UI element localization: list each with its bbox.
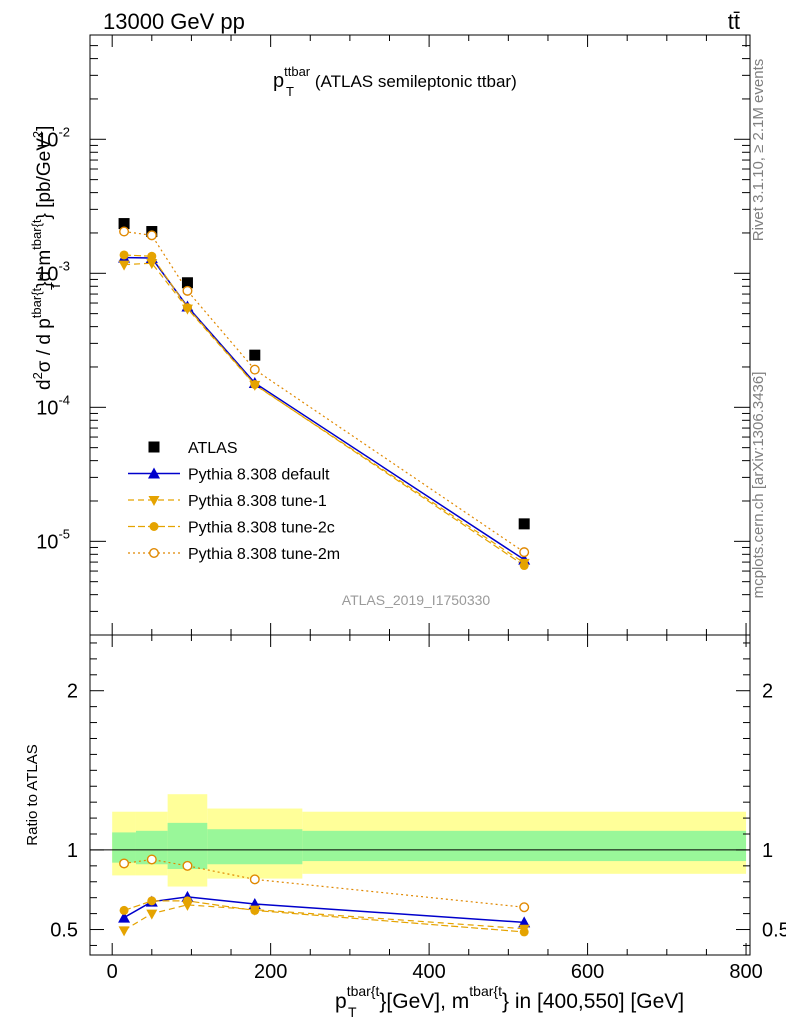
ratio-series-layer (118, 854, 531, 937)
legend-label-tune1: Pythia 8.308 tune-1 (188, 493, 327, 510)
inner-uncertainty-band (302, 830, 747, 862)
main-point-atlas (518, 518, 530, 530)
ratio-point-tune2c (519, 927, 529, 937)
ratio-point-tune2m (249, 874, 260, 885)
main-point-atlas (249, 349, 261, 361)
main-line-tune2m (123, 230, 525, 553)
ratio-y-tick-label-left: 0.5 (50, 920, 78, 942)
main-point-tune1 (118, 260, 130, 271)
main-y-axis-label-subscript: T (48, 282, 63, 290)
x-tick-label: 400 (412, 961, 445, 983)
inner-uncertainty-band (207, 829, 303, 865)
legend-marker-default (148, 467, 160, 479)
ratio-y-axis-label: Ratio to ATLAS (24, 744, 41, 845)
ratio-point-tune1 (118, 926, 130, 937)
ratio-point-tune1 (146, 909, 158, 920)
ratio-point-tune2c (250, 905, 260, 915)
ratio-point-tune2m (182, 860, 193, 871)
main-y-tick-label: 10-5 (36, 526, 70, 553)
x-tick-label: 800 (729, 961, 762, 983)
plot-title-subscript: T (286, 84, 294, 99)
main-point-tune2m (119, 226, 130, 237)
main-y-tick-base: 10 (36, 263, 58, 285)
legend-marker-atlas (148, 441, 160, 453)
plot-title-main: p (273, 70, 284, 92)
ratio-point-default (118, 911, 131, 923)
main-point-atlas (118, 218, 130, 230)
main-point-tune1 (146, 259, 158, 270)
collision-energy-label: 13000 GeV pp (103, 9, 245, 34)
ratio-point-tune2c (119, 905, 129, 915)
main-panel: 10-510-410-310-2 pttbar (ATLAS semilepto… (29, 34, 751, 636)
main-point-tune2c (147, 251, 157, 261)
plot-title: pttbar (ATLAS semileptonic ttbar) (273, 64, 517, 92)
main-y-tick-base: 10 (36, 531, 58, 553)
main-y-tick-exponent: -5 (58, 526, 70, 541)
main-y-tick-labels: 10-510-410-310-2 (36, 124, 70, 553)
main-series-layer (118, 218, 531, 571)
ratio-point-tune2m (519, 902, 530, 913)
main-y-tick-exponent: -4 (58, 392, 70, 407)
main-y-tick-label: 10-4 (36, 392, 70, 419)
x-axis-label: ptbar{t}[GeV], mtbar{t} in [400,550] [Ge… (335, 983, 684, 1013)
uncertainty-bands (112, 794, 747, 887)
ratio-y-tick-label-right: 1 (762, 840, 773, 862)
main-y-tick-base: 10 (36, 397, 58, 419)
main-point-tune2c (119, 250, 129, 260)
main-point-tune2m (182, 285, 193, 296)
main-y-tick-exponent: -3 (58, 258, 70, 273)
main-point-atlas (181, 277, 193, 289)
legend-marker-tune2c (149, 522, 159, 531)
legend-label-default: Pythia 8.308 default (188, 467, 330, 484)
plot-title-superscript: ttbar (284, 64, 311, 79)
legend: ATLAS Pythia 8.308 default Pythia 8.308 tu… (128, 440, 340, 563)
ratio-point-tune2m (119, 858, 130, 869)
legend-marker-tune2m (148, 548, 159, 559)
x-tick-label: 600 (571, 961, 604, 983)
main-point-tune2m (519, 547, 530, 558)
main-y-tick-exponent: -2 (58, 124, 70, 139)
legend-label-atlas: ATLAS (188, 440, 238, 457)
main-axis-ticks (90, 34, 750, 636)
ratio-tick-labels: 0.5 0.5 1 1 2 2 0 200 400 600 800 (50, 681, 786, 983)
main-point-tune2c (519, 561, 529, 571)
ratio-point-tune2m (146, 854, 157, 865)
main-point-tune2m (249, 364, 260, 375)
main-panel-frame (89, 34, 751, 636)
main-y-tick-base: 10 (36, 129, 58, 151)
ratio-axis-ticks (90, 635, 750, 955)
x-axis-label-subscript: T (348, 1004, 357, 1020)
legend-label-tune2m: Pythia 8.308 tune-2m (188, 546, 340, 563)
main-y-axis-label: d2σ / d ptbar{t}d mtbar{t} [pb/GeV2] (29, 126, 55, 390)
main-point-tune2m (146, 230, 157, 241)
main-y-tick-label: 10-2 (36, 124, 70, 151)
inner-uncertainty-band (112, 832, 136, 863)
analysis-tag: ATLAS_2019_I1750330 (342, 592, 491, 608)
ratio-y-tick-label-left: 1 (67, 840, 78, 862)
main-y-tick-label: 10-3 (36, 258, 70, 285)
ratio-y-tick-label-right: 2 (762, 681, 773, 703)
legend-marker-tune1 (148, 496, 160, 506)
ratio-y-tick-label-right: 0.5 (762, 920, 786, 942)
rivet-version-label: Rivet 3.1.10, ≥ 2.1M events (750, 59, 767, 242)
process-label: tt̄ (728, 9, 740, 34)
ratio-panel: 0.5 0.5 1 1 2 2 0 200 400 600 800 Ratio to ATLAS p… (24, 634, 786, 1020)
main-point-tune2c (182, 303, 192, 313)
ratio-y-tick-label-left: 2 (67, 681, 78, 703)
mcplots-credit-label: mcplots.cern.ch [arXiv:1306.3436] (750, 372, 767, 599)
main-point-tune2c (250, 379, 260, 389)
legend-label-tune2c: Pythia 8.308 tune-2c (188, 520, 335, 537)
ratio-panel-frame (89, 634, 751, 956)
ratio-point-tune2c (182, 896, 192, 906)
plot-title-rest: (ATLAS semileptonic ttbar) (310, 72, 517, 91)
ratio-line-tune1 (123, 904, 525, 931)
ratio-point-default (518, 916, 531, 928)
ratio-point-tune2c (147, 896, 157, 906)
x-tick-label: 0 (107, 961, 118, 983)
x-tick-label: 200 (254, 961, 287, 983)
